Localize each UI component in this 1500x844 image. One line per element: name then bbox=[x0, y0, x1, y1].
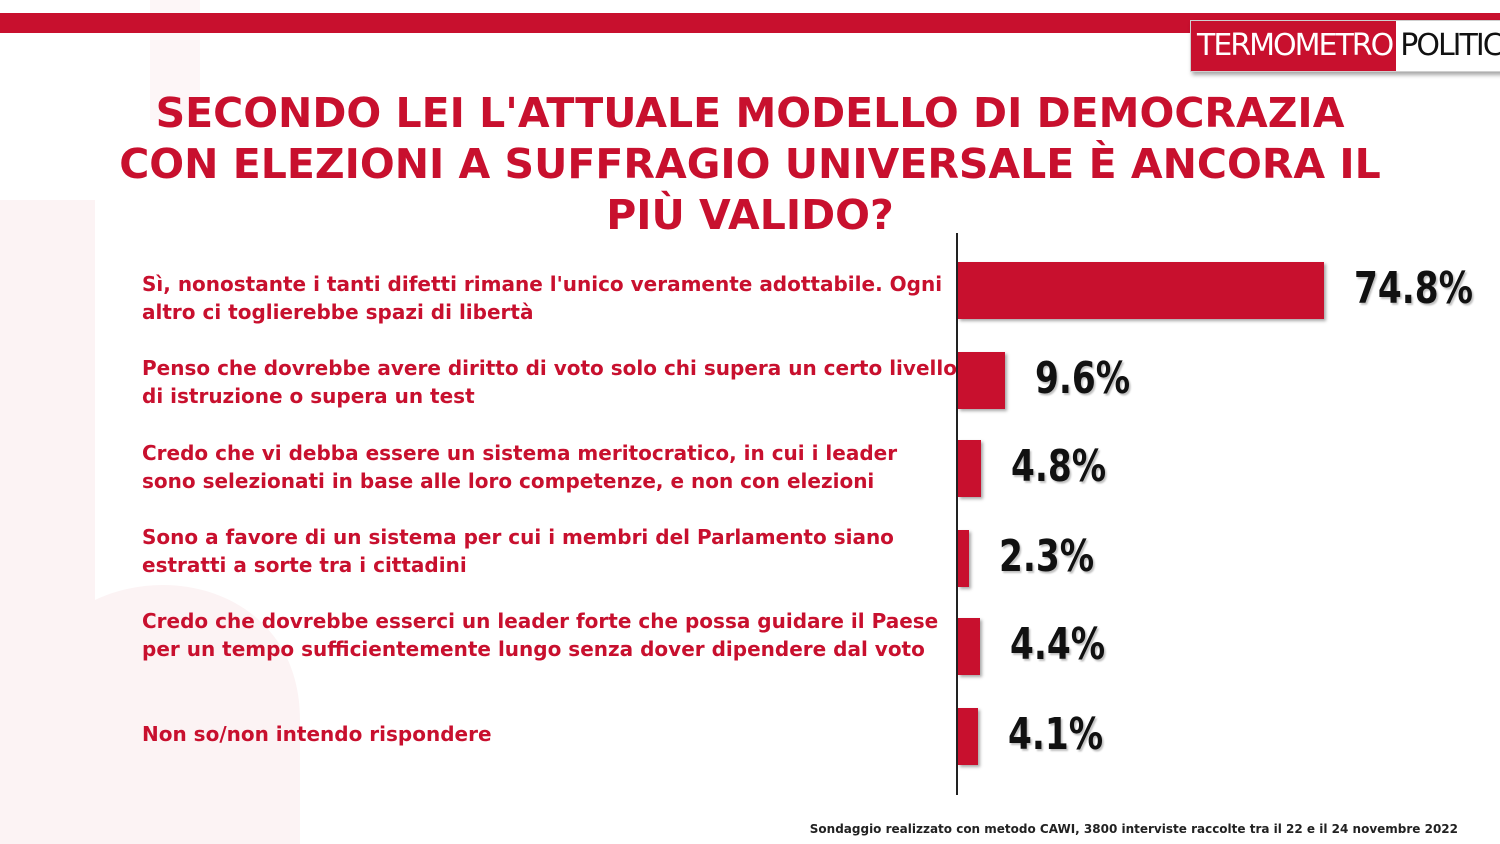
chart-title: SECONDO LEI L'ATTUALE MODELLO DI DEMOCRA… bbox=[119, 89, 1381, 239]
y-axis-line bbox=[956, 233, 958, 795]
data-label: 2.3% bbox=[999, 531, 1095, 582]
data-label: 4.8% bbox=[1011, 441, 1107, 492]
bar bbox=[958, 352, 1005, 409]
data-label: 4.4% bbox=[1009, 619, 1105, 670]
source-footnote: Sondaggio realizzato con metodo CAWI, 38… bbox=[809, 822, 1458, 836]
category-label: Penso che dovrebbe avere diritto di voto… bbox=[142, 356, 957, 408]
data-label: 9.6% bbox=[1034, 353, 1131, 404]
category-label: Credo che vi debba essere un sistema mer… bbox=[142, 441, 898, 493]
bar bbox=[958, 530, 970, 587]
bar bbox=[958, 440, 982, 497]
top-accent-bar bbox=[0, 13, 1500, 33]
category-label: Sì, nonostante i tanti difetti rimane l'… bbox=[142, 272, 943, 324]
category-label: Non so/non intendo rispondere bbox=[142, 722, 492, 746]
logo-part-termometro: TERMOMETRO bbox=[1191, 21, 1397, 71]
data-label: 4.1% bbox=[1008, 709, 1104, 760]
logo-part-politico: POLITICO bbox=[1396, 21, 1500, 71]
category-label: Credo che dovrebbe esserci un leader for… bbox=[142, 609, 939, 661]
bar bbox=[958, 708, 979, 765]
category-label: Sono a favore di un sistema per cui i me… bbox=[142, 525, 894, 577]
bar bbox=[958, 262, 1324, 319]
brand-logo: TERMOMETRO POLITICO bbox=[1190, 20, 1500, 72]
bar bbox=[958, 618, 980, 675]
data-label: 74.8% bbox=[1353, 263, 1473, 314]
